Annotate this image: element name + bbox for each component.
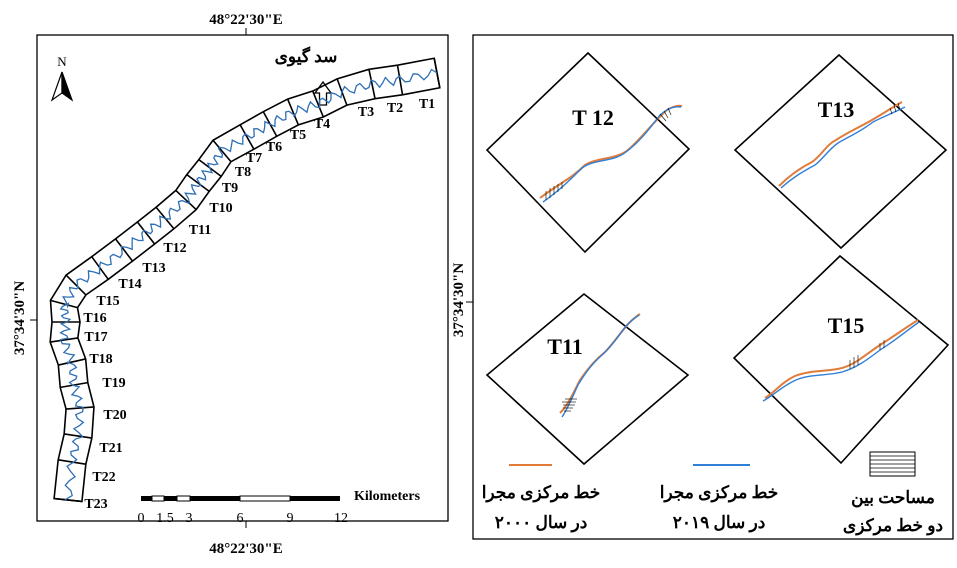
coord-label-top: 48°22'30"E (209, 12, 283, 28)
segment-divider (64, 433, 92, 439)
legend-label: خط مرکزی مجرا (482, 483, 601, 503)
coord-label-right: 37°34'30"N (451, 263, 467, 337)
segment-label-t10: T10 (209, 201, 232, 216)
segment-divider (136, 221, 156, 245)
segment-label-t16: T16 (83, 311, 106, 326)
segment-divider (50, 337, 78, 343)
segment-divider (368, 69, 376, 99)
scale-tick: 9 (287, 511, 294, 526)
segment-divider (286, 98, 300, 126)
segment-label-t19: T19 (102, 376, 125, 391)
inset-t12: T 12 (485, 51, 691, 254)
north-arrow-icon: N (50, 54, 74, 102)
segment-divider (175, 189, 197, 211)
inset-label: T 12 (572, 105, 614, 130)
left-map-panel: 48°22'30"E 48°22'30"E 37°34'30"N N سد گی… (12, 12, 449, 557)
legend-hatch-swatch (869, 451, 916, 477)
legend: خط مرکزی مجرا در سال ۲۰۰۰ خط مرکزی مجرا … (482, 451, 943, 536)
legend-label: در سال ۲۰۰۰ (495, 513, 588, 533)
inset-t15: T15 (732, 254, 950, 465)
segment-label-t1: T1 (419, 97, 435, 112)
coord-label-left: 37°34'30"N (12, 281, 28, 355)
legend-label: در سال ۲۰۱۹ (673, 513, 766, 533)
scale-tick: 6 (237, 511, 244, 526)
segment-label-t8: T8 (235, 165, 251, 180)
segment-label-t9: T9 (222, 181, 238, 196)
segment-label-t3: T3 (358, 105, 374, 120)
north-letter: N (57, 54, 67, 69)
segment-label-t22: T22 (92, 470, 115, 485)
scale-tick: 3 (186, 511, 193, 526)
scale-tick: 1.5 (156, 511, 174, 526)
segment-label-t23: T23 (84, 497, 107, 512)
coord-label-bottom: 48°22'30"E (209, 541, 283, 557)
segment-divider (311, 90, 325, 118)
segment-label-t4: T4 (314, 117, 330, 132)
legend-label: خط مرکزی مجرا (660, 483, 779, 503)
segment-divider (65, 274, 87, 296)
segment-divider (53, 497, 83, 503)
segment-label-t2: T2 (387, 101, 403, 116)
segment-label-t5: T5 (290, 128, 306, 143)
segment-label-t15: T15 (96, 294, 119, 309)
scale-tick: 0 (138, 511, 145, 526)
segment-divider (212, 139, 232, 163)
segment-divider (58, 459, 86, 465)
segment-divider (239, 124, 255, 150)
scale-bar: Kilometers 0 1.5 3 6 9 12 (138, 489, 421, 526)
segment-divider (65, 406, 95, 410)
segment-label-t14: T14 (118, 277, 141, 292)
left-map-frame (36, 34, 449, 522)
segment-label-t11: T11 (189, 223, 212, 238)
legend-label: دو خط مرکزی (843, 516, 943, 536)
segment-label-t18: T18 (89, 352, 112, 367)
dam-label: سد گیوی (275, 46, 338, 67)
segment-corridor-outline (49, 57, 441, 503)
segment-label-t21: T21 (99, 441, 122, 456)
right-detail-panel: 37°34'30"N T 12 T13 (451, 34, 954, 540)
segment-label-t13: T13 (142, 261, 165, 276)
segment-divider (50, 299, 78, 309)
segment-label-t20: T20 (103, 408, 126, 423)
inset-label: T15 (828, 313, 865, 338)
scale-unit: Kilometers (354, 489, 421, 504)
inset-t13: T13 (733, 53, 948, 250)
inset-label: T11 (547, 334, 582, 359)
segment-label-t7: T7 (246, 151, 262, 166)
segment-divider (396, 65, 404, 95)
legend-label: مساحت بین (851, 488, 935, 508)
river-centerline (59, 68, 438, 501)
segment-label-t17: T17 (84, 330, 107, 345)
inset-t11: T11 (485, 292, 690, 466)
segment-label-t12: T12 (163, 241, 186, 256)
river-segment-grid (49, 57, 441, 503)
segment-label-t6: T6 (266, 140, 282, 155)
scale-tick: 12 (334, 511, 348, 526)
segment-divider (58, 358, 86, 366)
inset-label: T13 (818, 97, 855, 122)
segment-divider (186, 173, 210, 193)
segment-divider (114, 238, 134, 262)
